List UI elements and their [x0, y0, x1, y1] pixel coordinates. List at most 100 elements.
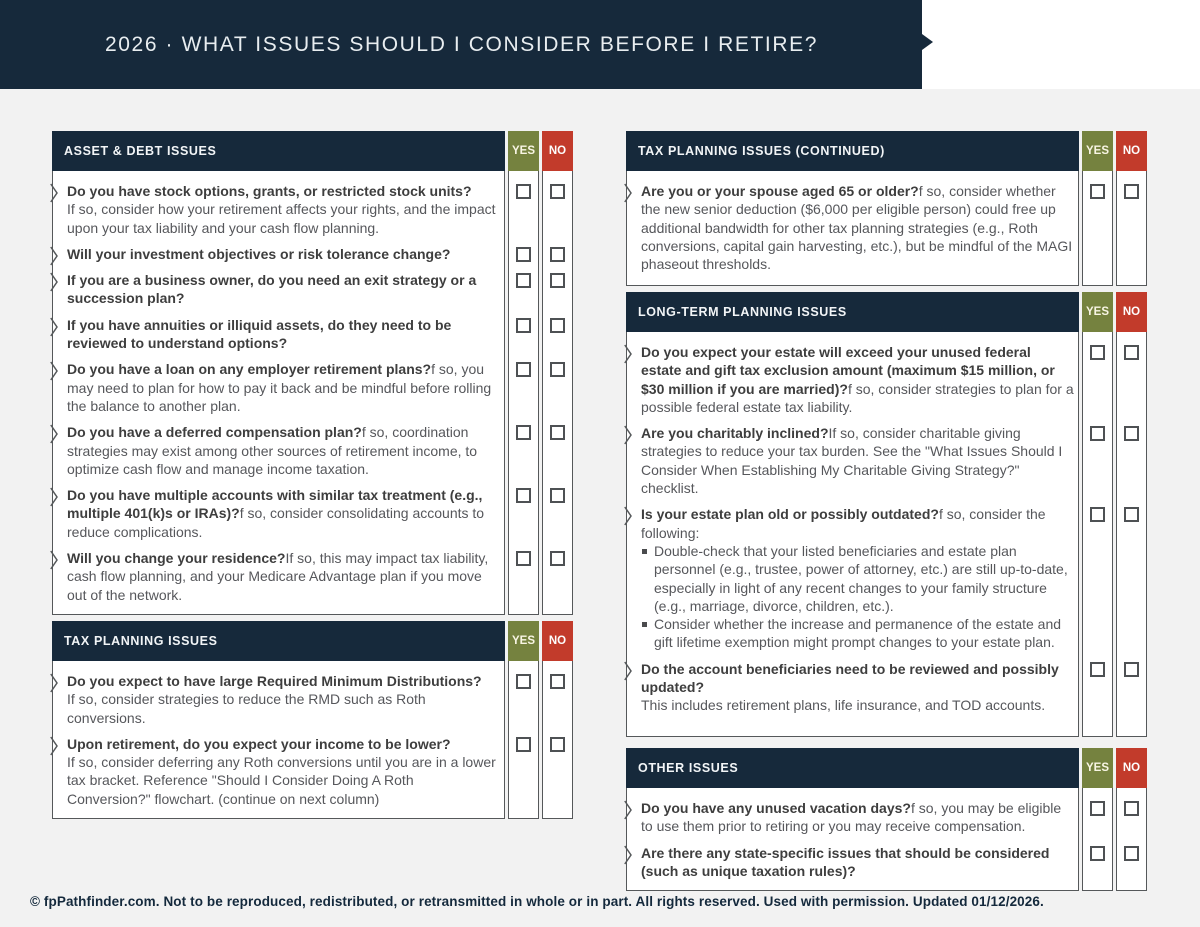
yes-checkbox[interactable] — [516, 551, 531, 567]
section-tax-planning-issues: TAX PLANNING ISSUES YES NO Do you expect to… — [49, 621, 573, 820]
checklist-question-cell: Do the account beneficiaries need to be … — [623, 659, 1079, 723]
yes-checkbox[interactable] — [1090, 426, 1105, 442]
yes-cell — [508, 486, 539, 550]
yes-cell — [1082, 332, 1113, 425]
question-answer-text: If so, consider how your retirement affe… — [67, 201, 496, 236]
question-text: Do you have any unused vacation days?f s… — [623, 799, 1075, 836]
question-answer-text: f so, consider strategies to plan for a … — [641, 380, 1074, 415]
question-text: Do the account beneficiaries need to be … — [623, 659, 1075, 715]
checklist-question-cell: Do you have any unused vacation days?f s… — [623, 788, 1079, 844]
checklist-question-cell: Do you expect to have large Required Min… — [49, 661, 505, 735]
question-bold-text: Do you have any unused vacation days? — [641, 800, 911, 816]
question-text: Do you have multiple accounts with simil… — [49, 486, 501, 541]
yes-checkbox[interactable] — [1090, 184, 1105, 199]
yes-cell — [508, 661, 539, 735]
no-checkbox[interactable] — [550, 317, 565, 333]
no-checkbox[interactable] — [1124, 426, 1139, 442]
yes-checkbox[interactable] — [516, 674, 531, 689]
checklist-question-cell: Is your estate plan old or possibly outd… — [623, 505, 1079, 660]
no-checkbox[interactable] — [550, 425, 565, 441]
question-text: Are you or your spouse aged 65 or older?… — [623, 182, 1075, 273]
section-other-issues: OTHER ISSUES YES NO Do you have any unused … — [623, 748, 1147, 892]
section-body: Do you expect to have large Required Min… — [49, 661, 573, 820]
question-bold-text: Will you change your residence? — [67, 550, 286, 567]
no-checkbox[interactable] — [1124, 801, 1139, 816]
checklist-question-cell: Upon retirement, do you expect your inco… — [49, 734, 505, 817]
chevron-right-icon — [49, 734, 58, 757]
question-bold-text: Do you expect your estate will exceed yo… — [641, 344, 1055, 397]
table-bottom-spacer — [1082, 722, 1113, 737]
yes-checkbox[interactable] — [516, 736, 531, 752]
section-header-row: TAX PLANNING ISSUES YES NO — [52, 621, 573, 661]
bullet-item: Consider whether the increase and perman… — [641, 615, 1075, 652]
no-checkbox[interactable] — [1124, 184, 1139, 199]
yes-checkbox[interactable] — [516, 184, 531, 199]
chevron-right-icon — [623, 505, 632, 528]
yes-checkbox[interactable] — [1090, 507, 1105, 523]
question-text: Are you charitably inclined?If so, consi… — [623, 424, 1075, 497]
no-checkbox[interactable] — [550, 674, 565, 689]
question-bold-text: Do you have multiple accounts with simil… — [67, 487, 483, 522]
yes-checkbox[interactable] — [516, 488, 531, 504]
no-checkbox[interactable] — [550, 362, 565, 378]
question-bold-text: Will your investment objectives or risk … — [67, 245, 451, 262]
yes-checkbox[interactable] — [1090, 345, 1105, 360]
section-header-title: TAX PLANNING ISSUES — [52, 621, 505, 661]
no-checkbox[interactable] — [550, 488, 565, 504]
no-cell — [542, 360, 573, 424]
question-text: Is your estate plan old or possibly outd… — [623, 505, 1075, 652]
yes-checkbox[interactable] — [516, 273, 531, 289]
yes-cell — [1082, 171, 1113, 282]
chevron-right-icon — [49, 315, 58, 338]
checklist-question-cell: Do you have a deferred compensation plan… — [49, 423, 505, 487]
no-checkbox[interactable] — [550, 273, 565, 289]
table-bottom-spacer — [626, 722, 1079, 737]
no-checkbox[interactable] — [550, 184, 565, 199]
chevron-right-icon — [49, 244, 58, 267]
table-bottom-spacer — [52, 611, 505, 615]
yes-checkbox[interactable] — [516, 317, 531, 333]
table-bottom-spacer — [1116, 888, 1147, 892]
no-checkbox[interactable] — [550, 246, 565, 262]
yes-cell — [1082, 659, 1113, 723]
checklist-question-cell: Do you have a loan on any employer retir… — [49, 360, 505, 424]
checklist-question-cell: Do you expect your estate will exceed yo… — [623, 332, 1079, 425]
yes-column-header: YES — [508, 621, 539, 661]
no-cell — [542, 315, 573, 361]
yes-checkbox[interactable] — [1090, 845, 1105, 861]
yes-checkbox[interactable] — [516, 425, 531, 441]
question-text: Will your investment objectives or risk … — [49, 244, 501, 267]
checklist-question-cell: Do you have stock options, grants, or re… — [49, 171, 505, 245]
no-checkbox[interactable] — [1124, 661, 1139, 677]
no-checkbox[interactable] — [550, 736, 565, 752]
question-bold-text: Are you or your spouse aged 65 or older? — [641, 183, 919, 199]
question-answer-text: This includes retirement plans, life ins… — [641, 697, 1046, 714]
table-bottom-spacer — [626, 281, 1079, 286]
no-checkbox[interactable] — [1124, 845, 1139, 861]
question-bold-text: Do you have a deferred compensation plan… — [67, 424, 362, 441]
question-text: Do you have a loan on any employer retir… — [49, 360, 501, 415]
yes-checkbox[interactable] — [1090, 661, 1105, 677]
question-answer-text: f so, consider whether the new senior de… — [641, 183, 1073, 273]
no-cell — [1116, 843, 1147, 889]
section-header-title: LONG-TERM PLANNING ISSUES — [626, 292, 1079, 332]
section-header-title: TAX PLANNING ISSUES (CONTINUED) — [626, 131, 1079, 171]
yes-checkbox[interactable] — [1090, 801, 1105, 816]
yes-checkbox[interactable] — [516, 362, 531, 378]
question-text: Are there any state-specific issues that… — [623, 843, 1075, 881]
question-answer-text: If so, consider deferring any Roth conve… — [67, 754, 496, 807]
section-body: Do you have stock options, grants, or re… — [49, 171, 573, 615]
question-text: Do you have a deferred compensation plan… — [49, 423, 501, 478]
section-header-row: OTHER ISSUES YES NO — [626, 748, 1147, 788]
section-header-row: ASSET & DEBT ISSUES YES NO — [52, 131, 573, 171]
chevron-right-icon — [623, 343, 632, 365]
no-column-header: NO — [542, 131, 573, 171]
question-bold-text: If you are a business owner, do you need… — [67, 272, 477, 307]
yes-checkbox[interactable] — [516, 246, 531, 262]
no-checkbox[interactable] — [1124, 345, 1139, 360]
table-bottom-spacer — [1116, 281, 1147, 286]
no-checkbox[interactable] — [550, 551, 565, 567]
no-checkbox[interactable] — [1124, 507, 1139, 523]
table-bottom-spacer — [1116, 722, 1147, 737]
